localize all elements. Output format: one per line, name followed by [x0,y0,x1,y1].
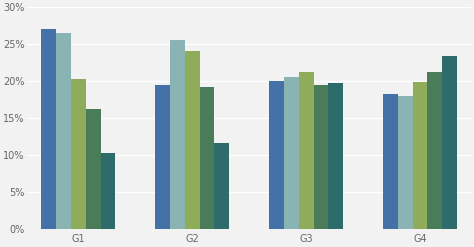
Bar [269,81,284,229]
Bar [284,77,299,229]
Bar [313,85,328,229]
Bar [200,87,214,229]
Bar [86,109,100,229]
Bar [442,57,457,229]
Bar [71,80,86,229]
Bar [214,143,229,229]
Bar [41,29,56,229]
Bar [428,72,442,229]
Bar [56,33,71,229]
Bar [185,51,200,229]
Bar [412,82,428,229]
Bar [383,94,398,229]
Bar [328,83,343,229]
Bar [170,40,185,229]
Bar [155,85,170,229]
Bar [299,72,313,229]
Bar [398,96,412,229]
Bar [100,153,116,229]
